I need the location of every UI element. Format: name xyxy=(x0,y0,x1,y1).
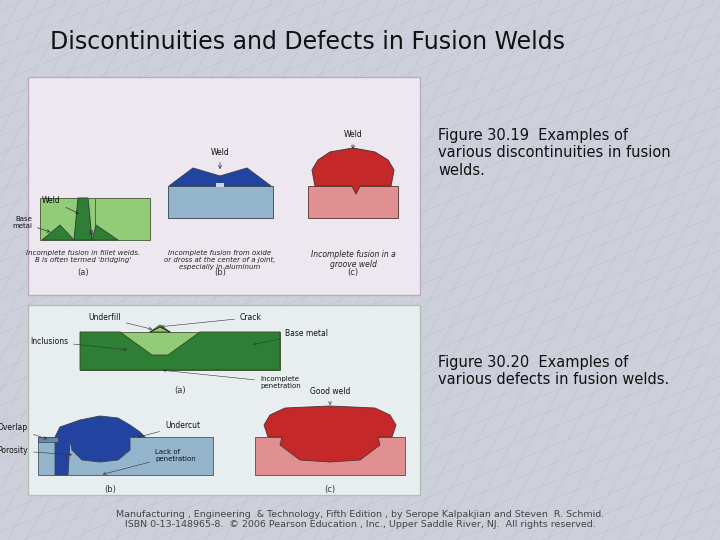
Polygon shape xyxy=(264,406,396,462)
Polygon shape xyxy=(42,225,74,240)
Polygon shape xyxy=(55,416,145,475)
FancyBboxPatch shape xyxy=(168,186,273,218)
Text: Incomplete fusion from oxide
or dross at the center of a joint,
especially in al: Incomplete fusion from oxide or dross at… xyxy=(164,250,276,270)
Polygon shape xyxy=(38,437,58,442)
FancyBboxPatch shape xyxy=(308,186,398,218)
Polygon shape xyxy=(169,168,220,186)
FancyBboxPatch shape xyxy=(28,305,420,495)
Polygon shape xyxy=(80,332,280,370)
Text: Lack of
penetration: Lack of penetration xyxy=(103,449,196,475)
Text: Figure 30.19  Examples of
various discontinuities in fusion
welds.: Figure 30.19 Examples of various discont… xyxy=(438,128,670,178)
Text: Underfill: Underfill xyxy=(88,313,152,330)
FancyBboxPatch shape xyxy=(28,77,420,295)
Polygon shape xyxy=(74,198,92,240)
FancyBboxPatch shape xyxy=(95,198,150,240)
Text: Manufacturing , Engineering  & Technology, Fifth Edition , by Serope Kalpakjian : Manufacturing , Engineering & Technology… xyxy=(116,510,604,529)
Text: B: B xyxy=(88,230,93,236)
Text: Weld: Weld xyxy=(42,196,78,213)
Text: (b): (b) xyxy=(214,268,226,277)
Polygon shape xyxy=(312,148,394,194)
Text: Crack: Crack xyxy=(161,313,262,328)
Text: Incomplete
penetration: Incomplete penetration xyxy=(163,369,301,389)
FancyBboxPatch shape xyxy=(255,437,405,475)
Text: Figure 30.20  Examples of
various defects in fusion welds.: Figure 30.20 Examples of various defects… xyxy=(438,355,670,387)
Text: Overlap: Overlap xyxy=(0,423,47,440)
Text: (a): (a) xyxy=(174,386,186,395)
Polygon shape xyxy=(92,225,118,240)
Text: Inclusions: Inclusions xyxy=(30,337,127,351)
Text: Undercut: Undercut xyxy=(138,421,200,438)
FancyBboxPatch shape xyxy=(38,437,213,475)
Text: (c): (c) xyxy=(325,485,336,494)
Polygon shape xyxy=(150,325,170,332)
Text: Good weld: Good weld xyxy=(310,387,350,404)
Polygon shape xyxy=(220,168,271,186)
Text: Porosity: Porosity xyxy=(0,446,71,456)
Text: Base
metal: Base metal xyxy=(12,216,50,232)
Text: Base metal: Base metal xyxy=(253,329,328,345)
Text: (a): (a) xyxy=(77,268,89,277)
FancyBboxPatch shape xyxy=(80,332,280,370)
Text: Weld: Weld xyxy=(343,130,362,148)
Text: Weld: Weld xyxy=(211,148,230,168)
Text: (c): (c) xyxy=(348,268,359,277)
Text: Discontinuities and Defects in Fusion Welds: Discontinuities and Defects in Fusion We… xyxy=(50,30,565,53)
Text: (b): (b) xyxy=(104,485,116,494)
FancyBboxPatch shape xyxy=(216,183,224,187)
Text: Incomplete fusion in fillet welds.
B is often termed 'bridging': Incomplete fusion in fillet welds. B is … xyxy=(26,250,140,263)
Text: Incomplete fusion in a
groove weld: Incomplete fusion in a groove weld xyxy=(310,250,395,269)
FancyBboxPatch shape xyxy=(40,198,95,240)
